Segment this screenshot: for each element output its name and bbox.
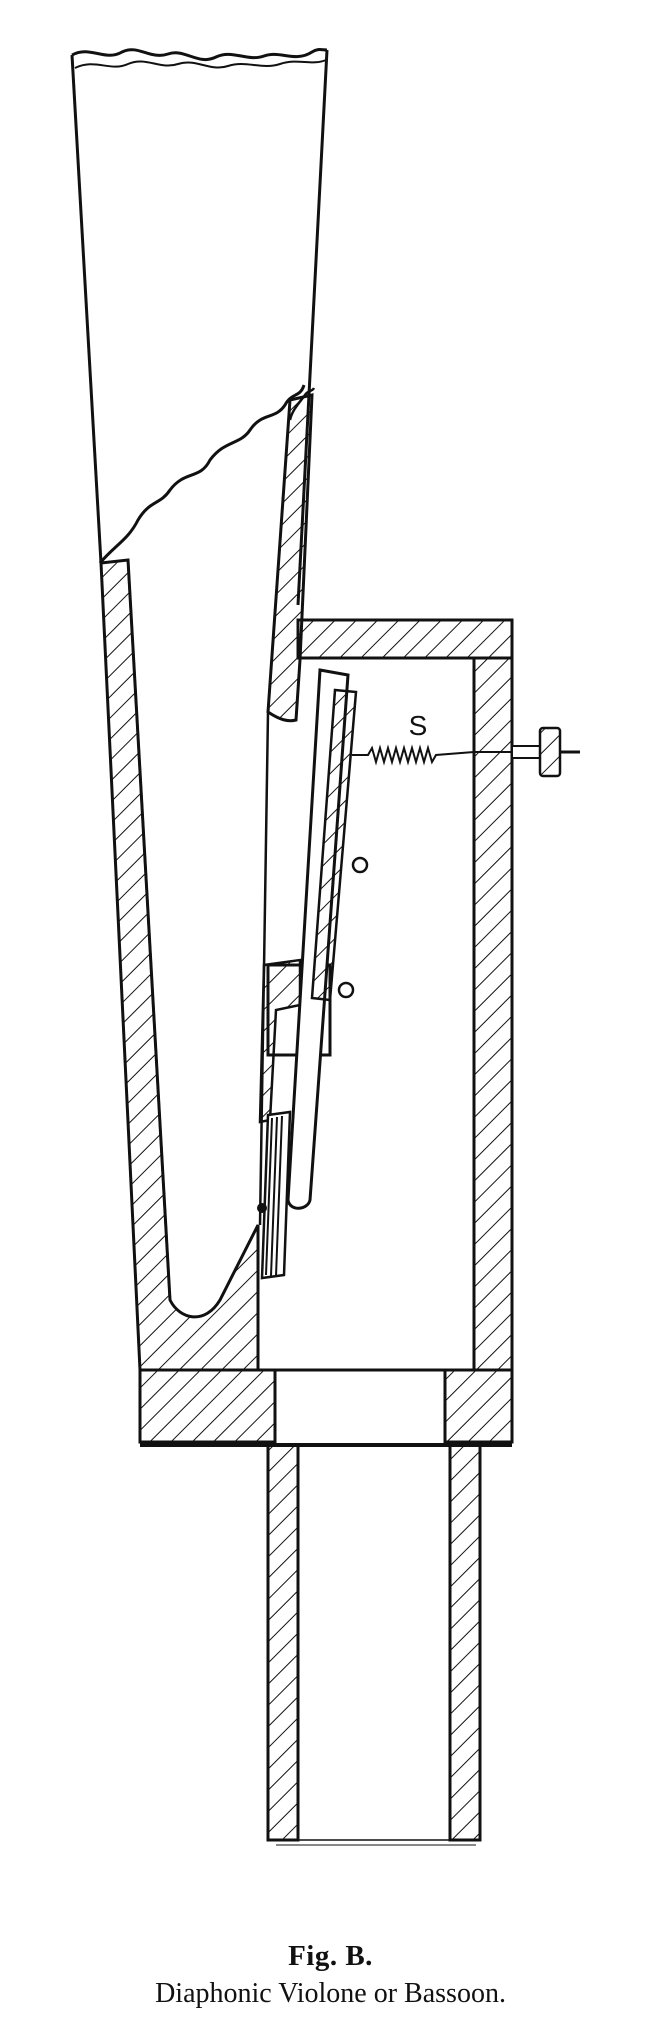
figure-title: Diaphonic Violone or Bassoon. bbox=[155, 1978, 506, 2009]
boot-section bbox=[99, 393, 514, 1447]
resonator-left-wall bbox=[70, 54, 103, 564]
resonator-torn-top bbox=[71, 48, 328, 61]
base-left-block bbox=[138, 1368, 277, 1444]
reed-assembly bbox=[257, 668, 369, 1280]
wind-supply-tube bbox=[266, 1443, 482, 1846]
chest-right-wall bbox=[472, 656, 514, 1372]
tongue-backing bbox=[310, 688, 358, 1002]
base-right-block bbox=[443, 1368, 514, 1444]
reed-holder bbox=[258, 958, 302, 1124]
cutaway-edge bbox=[98, 384, 306, 564]
boot-right-wall bbox=[266, 393, 314, 723]
screw-knob bbox=[538, 726, 562, 778]
tension-spring: S bbox=[352, 710, 580, 778]
reed-laminations bbox=[260, 1110, 292, 1280]
rivet-upper bbox=[351, 856, 369, 874]
tube-left-wall bbox=[266, 1443, 300, 1842]
rivet-lower bbox=[337, 981, 355, 999]
boot-left-wall bbox=[99, 558, 260, 1372]
spring-coil bbox=[352, 744, 475, 766]
diagram-canvas: S bbox=[70, 48, 580, 1846]
screw-shaft bbox=[511, 745, 541, 759]
tube-right-wall bbox=[448, 1443, 482, 1842]
figure-label: Fig. B. bbox=[288, 1940, 373, 1972]
spring-label: S bbox=[409, 710, 428, 741]
rivet-pallet bbox=[257, 1203, 267, 1213]
chest-top-wall bbox=[296, 618, 514, 660]
